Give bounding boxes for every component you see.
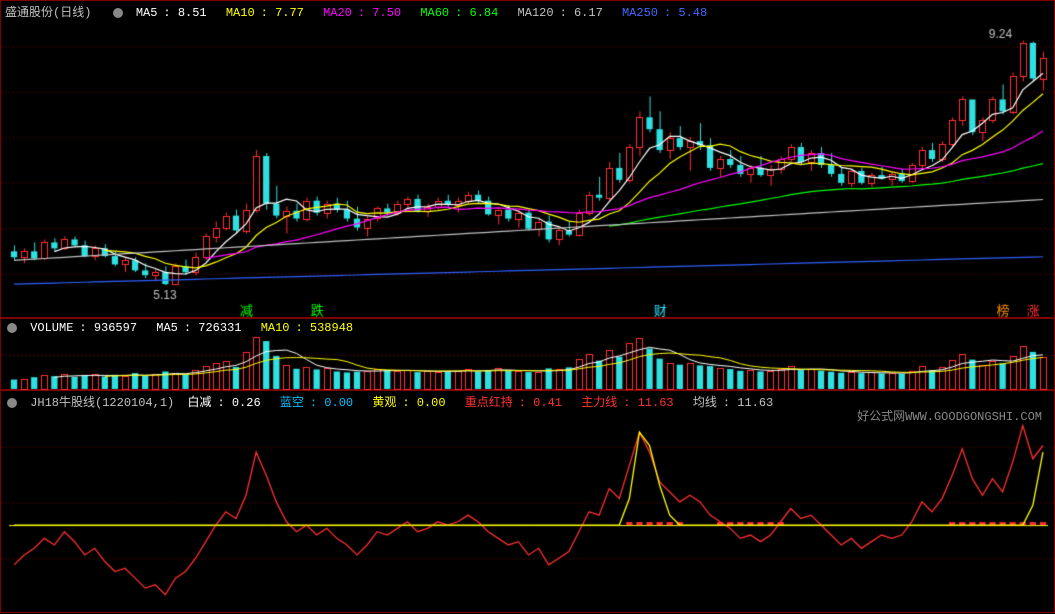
info-badge-icon[interactable]: [113, 8, 123, 18]
indicator-header: JH18牛股线(1220104,1) 白减: 0.26 蓝空: 0.00 黄观:…: [5, 393, 785, 410]
ma5-label: MA5: 8.51: [136, 6, 213, 20]
ind-zhuli: 主力线: 11.63: [581, 396, 679, 410]
ma60-label: MA60: 6.84: [420, 6, 504, 20]
info-badge-icon[interactable]: [7, 323, 17, 333]
candlestick-canvas[interactable]: [1, 1, 1055, 319]
ind-lankong: 蓝空: 0.00: [280, 396, 359, 410]
ind-huangguan: 黄观: 0.00: [372, 396, 451, 410]
ind-baijian: 白减: 0.26: [187, 396, 266, 410]
ma120-label: MA120: 6.17: [518, 6, 609, 20]
candlestick-panel[interactable]: 盛通股份(日线) MA5: 8.51 MA10: 7.77 MA20: 7.50…: [0, 0, 1055, 318]
vol-ma5-label: MA5: 726331: [156, 321, 247, 335]
volume-panel[interactable]: VOLUME: 936597 MA5: 726331 MA10: 538948: [0, 318, 1055, 390]
vol-ma10-label: MA10: 538948: [261, 321, 359, 335]
main-header: 盛通股份(日线) MA5: 8.51 MA10: 7.77 MA20: 7.50…: [5, 3, 719, 20]
volume-label: VOLUME: 936597: [30, 321, 143, 335]
indicator-canvas[interactable]: [1, 391, 1055, 614]
info-badge-icon[interactable]: [7, 398, 17, 408]
ma250-label: MA250: 5.48: [622, 6, 713, 20]
indicator-panel[interactable]: JH18牛股线(1220104,1) 白减: 0.26 蓝空: 0.00 黄观:…: [0, 390, 1055, 613]
ma10-label: MA10: 7.77: [226, 6, 310, 20]
volume-header: VOLUME: 936597 MA5: 726331 MA10: 538948: [5, 321, 365, 335]
indicator-name: JH18牛股线(1220104,1): [30, 396, 174, 410]
ind-junxian: 均线: 11.63: [693, 396, 779, 410]
stock-chart-container: 盛通股份(日线) MA5: 8.51 MA10: 7.77 MA20: 7.50…: [0, 0, 1055, 613]
stock-title: 盛通股份(日线): [5, 6, 97, 20]
ma20-label: MA20: 7.50: [323, 6, 407, 20]
ind-zhongdian: 重点红持: 0.41: [465, 396, 568, 410]
